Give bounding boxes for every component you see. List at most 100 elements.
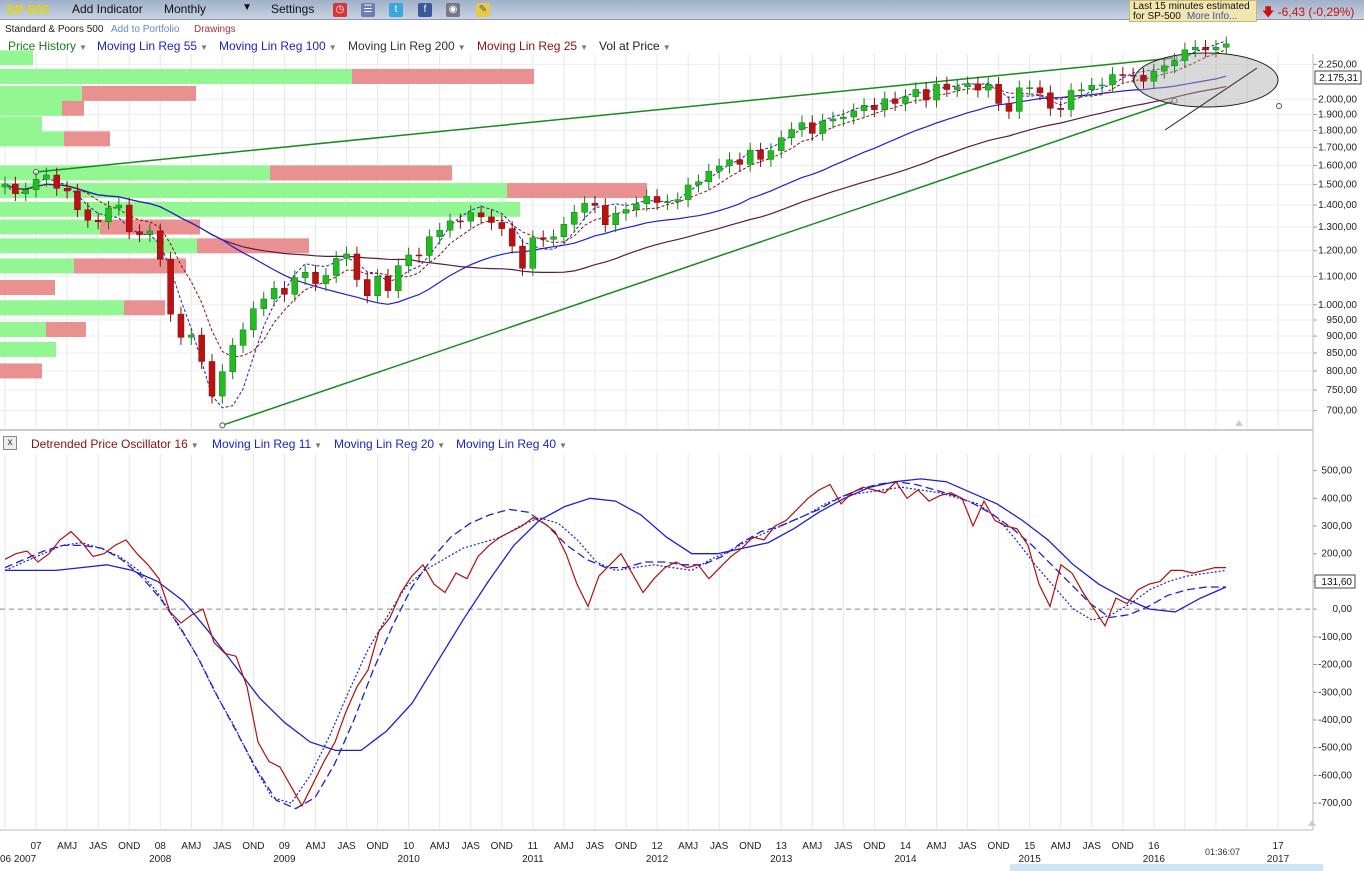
candle-body xyxy=(229,345,236,372)
indicator-label: Moving Lin Reg 40 xyxy=(456,437,557,451)
candle-body xyxy=(364,279,371,296)
vap-bar-down xyxy=(197,238,309,254)
candle-body xyxy=(1078,89,1085,92)
candle-body xyxy=(198,334,205,362)
candle-body xyxy=(343,253,350,259)
candle-body xyxy=(1192,46,1199,51)
time-tick-label: OND xyxy=(863,841,885,852)
down-arrow-icon: 🡇 xyxy=(1262,5,1275,19)
estimate-notice: Last 15 minutes estimated for SP-500 More… xyxy=(1129,0,1257,22)
candle-body xyxy=(746,149,754,165)
candle-body xyxy=(943,83,951,90)
osc-tick-label: -500,00 xyxy=(1318,743,1352,754)
candle-body xyxy=(188,334,195,338)
candle-body xyxy=(1212,46,1220,51)
candle-body xyxy=(498,222,506,229)
candle-body xyxy=(477,212,485,218)
candle-body xyxy=(809,122,816,134)
candle-body xyxy=(1160,65,1168,72)
indicator-label: Price History xyxy=(8,39,77,53)
indicator-lin-reg-25[interactable]: Moving Lin Reg 25 ▼ xyxy=(477,39,588,53)
candle-body xyxy=(146,230,154,235)
candle-body xyxy=(871,105,878,110)
close-oscillator-button[interactable]: x xyxy=(3,436,17,450)
time-tick-label: JAS xyxy=(1083,841,1102,852)
candle-body xyxy=(508,228,516,247)
status-strip xyxy=(1010,864,1323,871)
price-tick-label: 1.200,00 xyxy=(1318,246,1357,257)
indicator-lin-reg-200[interactable]: Moving Lin Reg 200 ▼ xyxy=(348,39,466,53)
period-select[interactable]: Monthly ▼ xyxy=(164,2,256,16)
price-tick-label: 950,00 xyxy=(1326,315,1357,326)
indicator-vol-at-price[interactable]: Vol at Price ▼ xyxy=(599,39,671,53)
candle-body xyxy=(488,216,495,223)
time-tick-label: JAS xyxy=(213,841,232,852)
indicator-price-history[interactable]: Price History ▼ xyxy=(8,39,87,53)
time-tick-label: AMJ xyxy=(927,841,947,852)
candle-body xyxy=(850,110,857,118)
indicator-lin-reg-40[interactable]: Moving Lin Reg 40 ▼ xyxy=(456,437,567,451)
indicator-label: Moving Lin Reg 100 xyxy=(219,39,326,53)
candle-body xyxy=(1140,75,1147,82)
oscillator xyxy=(0,478,1313,810)
indicator-dpo-16[interactable]: Detrended Price Oscillator 16 ▼ xyxy=(31,437,199,451)
osc-tick-label: -200,00 xyxy=(1318,660,1352,671)
time-tick-label: JAS xyxy=(958,841,977,852)
estimate-line-2: for SP-500 xyxy=(1133,11,1181,22)
notes-icon[interactable]: ☰ xyxy=(361,3,375,17)
last-price-tag: 2.175,31 xyxy=(1319,73,1358,84)
candle-body xyxy=(1119,74,1127,76)
vap-bar-down xyxy=(46,322,86,338)
indicator-lin-reg-100[interactable]: Moving Lin Reg 100 ▼ xyxy=(219,39,337,53)
candle-body xyxy=(105,207,112,223)
osc-value-tag: 131,60 xyxy=(1321,577,1352,588)
ticker-symbol[interactable]: SP-500 xyxy=(6,2,50,17)
year-tick-label: 2009 xyxy=(273,854,296,865)
candle-body xyxy=(281,288,288,295)
facebook-icon[interactable]: f xyxy=(418,3,432,17)
add-indicator-button[interactable]: Add Indicator xyxy=(72,2,143,16)
candle-body xyxy=(798,122,806,130)
candle-body xyxy=(891,98,899,104)
candle-body xyxy=(767,150,775,160)
candle-body xyxy=(1098,84,1106,87)
candle-body xyxy=(84,209,92,221)
chevron-down-icon: ▼ xyxy=(662,43,671,52)
price-tick-label: 1.000,00 xyxy=(1318,300,1357,311)
price-tick-label: 1.600,00 xyxy=(1318,160,1357,171)
candle-body xyxy=(922,89,930,101)
scroll-up-icon xyxy=(1308,820,1316,826)
chevron-down-icon: ▼ xyxy=(559,441,567,450)
time-tick-label: AMJ xyxy=(678,841,698,852)
price-change-value: -6,43 (-0,29%) xyxy=(1277,5,1355,19)
candle-body xyxy=(860,105,868,112)
indicator-lin-reg-55[interactable]: Moving Lin Reg 55 ▼ xyxy=(97,39,208,53)
candle-body xyxy=(550,236,557,240)
indicator-lin-reg-20[interactable]: Moving Lin Reg 20 ▼ xyxy=(334,437,445,451)
price-change: 🡇 -6,43 (-0,29%) xyxy=(1262,3,1354,24)
candle-body xyxy=(374,276,381,296)
indicator-lin-reg-11[interactable]: Moving Lin Reg 11 ▼ xyxy=(212,437,322,451)
year-tick-label: 2014 xyxy=(894,854,917,865)
year-tick-label: 06 2007 xyxy=(0,854,37,865)
indicator-label: Moving Lin Reg 11 xyxy=(212,437,312,451)
candle-body xyxy=(519,245,526,269)
settings-button[interactable]: Settings xyxy=(271,2,315,16)
camera-icon[interactable]: ◉ xyxy=(446,3,460,17)
chevron-down-icon: ▼ xyxy=(79,43,87,52)
alarm-clock-icon[interactable]: ◷ xyxy=(333,3,347,17)
time-tick-label: AMJ xyxy=(57,841,77,852)
candle-body xyxy=(581,203,588,213)
time-tick-label: JAS xyxy=(337,841,356,852)
add-to-portfolio-link[interactable]: Add to Portfolio xyxy=(111,24,180,35)
more-info-link[interactable]: More Info... xyxy=(1186,11,1238,22)
candle-body xyxy=(467,212,474,222)
drawings-link[interactable]: Drawings xyxy=(194,24,236,35)
candle-body xyxy=(332,258,340,276)
candle-body xyxy=(446,220,454,231)
sticky-note-icon[interactable]: ✎ xyxy=(476,3,490,17)
chevron-down-icon: ▼ xyxy=(314,441,323,450)
twitter-icon[interactable]: t xyxy=(389,3,403,17)
